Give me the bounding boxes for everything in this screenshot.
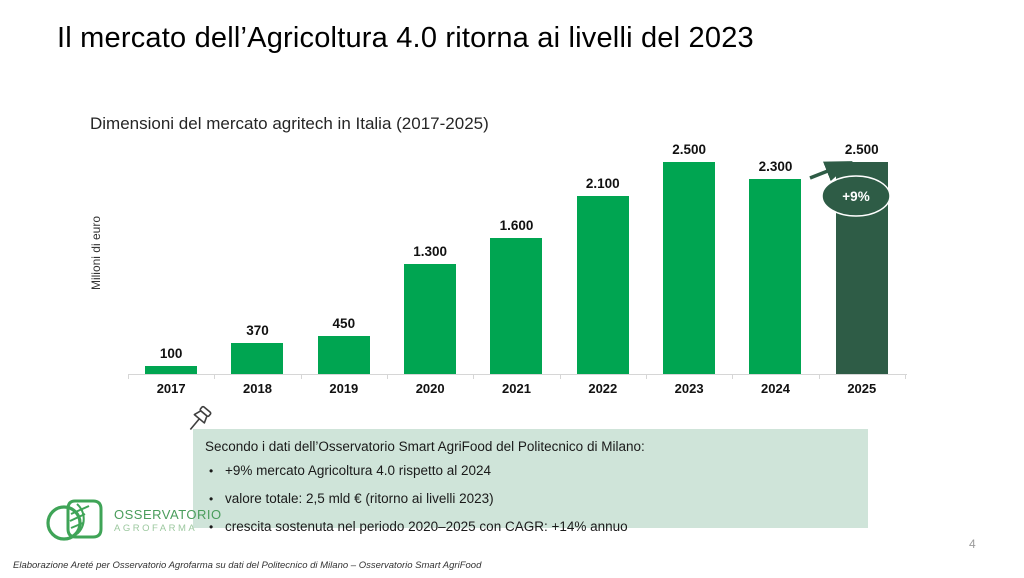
x-tick-label-2022: 2022 bbox=[588, 381, 618, 396]
growth-oval bbox=[821, 175, 891, 217]
bar-value-label: 2.300 bbox=[758, 158, 793, 174]
axis-tick bbox=[473, 374, 475, 379]
note-bullet: valore totale: 2,5 mld € (ritorno ai liv… bbox=[207, 491, 868, 506]
bar-value-label: 370 bbox=[246, 322, 269, 338]
bar-column-2023: 2.500 bbox=[646, 142, 732, 374]
x-tick-label-2021: 2021 bbox=[502, 381, 531, 396]
bar-column-2018: 370 bbox=[214, 323, 300, 374]
bar-value-label: 1.300 bbox=[413, 243, 448, 259]
agrofarma-logo-mark bbox=[46, 499, 103, 541]
chart-title: Dimensioni del mercato agritech in Itali… bbox=[90, 114, 489, 133]
bar-2019 bbox=[317, 335, 370, 374]
axis-tick bbox=[128, 374, 129, 379]
x-tick-label-2024: 2024 bbox=[761, 381, 790, 396]
bar-2021 bbox=[490, 238, 543, 374]
footer-credit: Elaborazione Areté per Osservatorio Agro… bbox=[13, 560, 482, 571]
bar-2017 bbox=[145, 365, 198, 374]
note-bullet-list: +9% mercato Agricoltura 4.0 rispetto al … bbox=[207, 463, 868, 534]
x-axis-line bbox=[128, 374, 907, 375]
bar-column-2017: 100 bbox=[128, 346, 214, 374]
axis-tick bbox=[905, 374, 906, 379]
bar-column-2024: 2.300 bbox=[732, 159, 818, 374]
y-axis-label: Milioni di euro bbox=[89, 215, 103, 291]
note-heading: Secondo i dati dell’Osservatorio Smart A… bbox=[205, 439, 645, 454]
bar-2018 bbox=[231, 342, 284, 374]
x-tick-label-2018: 2018 bbox=[243, 381, 272, 396]
bar-value-label: 450 bbox=[332, 315, 356, 331]
x-tick-label-2019: 2019 bbox=[329, 381, 359, 396]
bar-value-label: 100 bbox=[159, 345, 183, 361]
slide-title: Il mercato dell’Agricoltura 4.0 ritorna … bbox=[57, 22, 754, 54]
bar-2023 bbox=[663, 162, 716, 374]
bar-column-2019: 450 bbox=[301, 316, 387, 374]
growth-annotation: +9% bbox=[809, 161, 891, 217]
axis-tick bbox=[818, 374, 820, 379]
axis-tick bbox=[300, 374, 302, 379]
logo-line2: AGROFARMA bbox=[114, 522, 198, 534]
bar-value-label: 2.500 bbox=[844, 142, 879, 157]
bars-row: 100 370 450 1.300 1.600 2.100 2.500 2.300 2.500 bbox=[128, 132, 905, 374]
bar-value-label: 2.500 bbox=[672, 142, 707, 157]
growth-arrow-icon bbox=[809, 161, 853, 182]
note-bullet: crescita sostenuta nel periodo 2020–2025… bbox=[207, 519, 868, 534]
axis-tick bbox=[732, 374, 734, 379]
page-number: 4 bbox=[969, 537, 976, 551]
x-tick-label-2023: 2023 bbox=[674, 381, 704, 396]
bar-value-label: 1.600 bbox=[499, 218, 534, 234]
bar-2024 bbox=[749, 178, 802, 374]
growth-callout-label: +9% bbox=[842, 189, 869, 204]
x-axis-labels: 2017 2018 2019 2020 2021 2022 2023 2024 2025 bbox=[128, 381, 905, 396]
axis-tick bbox=[214, 374, 216, 379]
agrofarma-logo-text: OSSERVATORIO AGROFARMA bbox=[114, 507, 222, 534]
bar-value-label: 2.100 bbox=[585, 175, 620, 191]
x-tick-label-2017: 2017 bbox=[156, 381, 186, 396]
note-bullet: +9% mercato Agricoltura 4.0 rispetto al … bbox=[207, 463, 868, 478]
axis-tick bbox=[559, 374, 561, 379]
x-tick-label-2020: 2020 bbox=[415, 381, 445, 396]
bar-2022 bbox=[576, 195, 629, 374]
pushpin-icon bbox=[189, 405, 212, 431]
x-tick-label-2025: 2025 bbox=[847, 381, 877, 396]
plot-area: 100 370 450 1.300 1.600 2.100 2.500 2.300 2.500 bbox=[128, 132, 905, 374]
bar-column-2021: 1.600 bbox=[473, 218, 559, 374]
logo-line1: OSSERVATORIO bbox=[114, 506, 222, 522]
agrofarma-logo: OSSERVATORIO AGROFARMA bbox=[44, 494, 222, 546]
note-box: Secondo i dati dell’Osservatorio Smart A… bbox=[193, 429, 868, 534]
bar-2020 bbox=[404, 263, 457, 374]
axis-tick bbox=[387, 374, 388, 379]
bar-column-2020: 1.300 bbox=[387, 244, 473, 374]
bar-column-2022: 2.100 bbox=[560, 176, 646, 374]
axis-tick bbox=[646, 374, 647, 379]
